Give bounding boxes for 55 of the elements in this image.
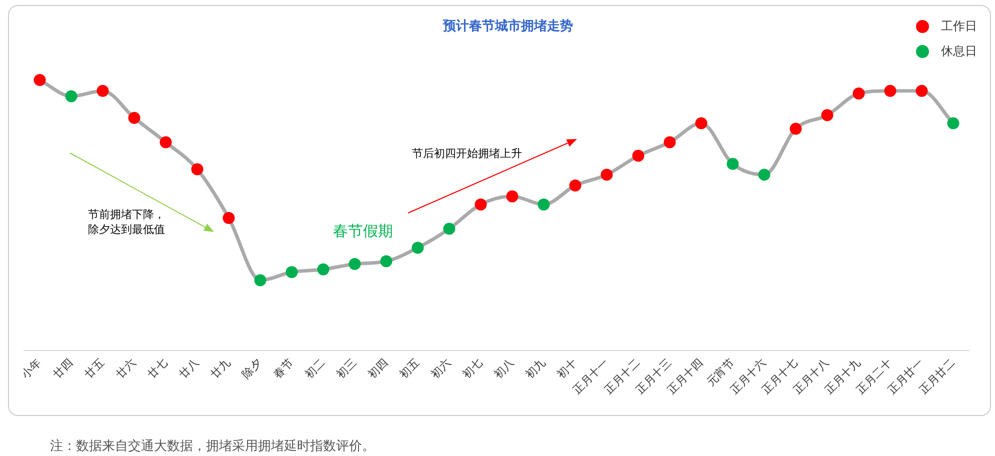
annotation: 节前拥堵下降，除夕达到最低值 [88, 207, 166, 237]
x-tick-label: 初十 [554, 356, 580, 381]
point [632, 150, 644, 162]
chart-title: 预计春节城市拥堵走势 [443, 19, 573, 34]
point [600, 168, 613, 181]
point [348, 258, 361, 270]
x-tick-label: 廿八 [176, 356, 202, 381]
point [380, 255, 392, 268]
point [191, 163, 204, 176]
point [286, 266, 298, 278]
point [474, 198, 487, 210]
x-tick-label: 初五 [397, 356, 422, 381]
point [222, 212, 235, 224]
x-tick-label: 初三 [334, 356, 359, 381]
point [412, 242, 424, 254]
x-tick-label: 初七 [460, 356, 485, 381]
x-tick-label: 初四 [366, 356, 390, 381]
point [947, 117, 960, 130]
legend-label: 工作日 [941, 18, 977, 35]
x-tick-label: 初二 [302, 356, 328, 381]
text: 注：数据来自交通大数据，拥堵采用拥堵延时指数评价。 [50, 438, 375, 455]
x-tick-label: 廿五 [82, 356, 107, 381]
x-tick-label: 小年 [19, 356, 44, 381]
x-tick-label: 廿七 [145, 356, 170, 381]
point [569, 180, 582, 192]
annotation: 节后初四开始拥堵上升 [412, 146, 522, 161]
point [916, 84, 928, 97]
point [538, 198, 550, 210]
x-tick-label: 廿九 [208, 356, 233, 381]
point [790, 122, 802, 135]
point [884, 84, 896, 97]
point [160, 136, 172, 148]
point [852, 88, 865, 100]
x-tick-label: 春节 [271, 356, 296, 381]
point [317, 263, 330, 276]
x-tick-label: 初八 [492, 356, 516, 381]
point [34, 74, 46, 86]
point [128, 112, 140, 124]
x-tick-label: 初九 [523, 356, 548, 381]
point [821, 109, 834, 122]
point [443, 222, 456, 235]
point [726, 158, 739, 170]
legend-label: 休息日 [941, 43, 977, 60]
point [96, 84, 109, 97]
point [758, 168, 770, 181]
annotation: 春节假期 [333, 222, 393, 241]
point [695, 117, 708, 130]
point [664, 136, 676, 148]
x-tick-label: 廿四 [50, 356, 76, 381]
x-tick-label: 初六 [428, 356, 454, 381]
x-tick-label: 廿六 [114, 356, 138, 381]
point [506, 190, 518, 202]
point [65, 90, 78, 102]
x-tick-label: 除夕 [240, 356, 264, 381]
point [254, 274, 266, 286]
